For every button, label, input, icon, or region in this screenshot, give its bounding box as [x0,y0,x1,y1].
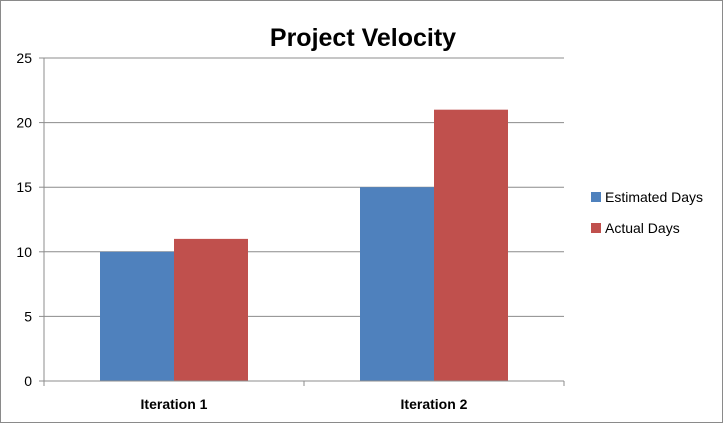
x-category-label: Iteration 2 [401,396,468,412]
bar [100,251,174,381]
y-tick-label: 15 [16,179,32,195]
y-tick-label: 10 [16,244,32,260]
legend-swatch [591,223,601,233]
x-category-label: Iteration 1 [141,396,208,412]
bar [360,187,434,381]
legend-swatch [591,192,601,202]
chart-title: Project Velocity [270,24,456,52]
y-tick-label: 5 [24,308,32,324]
bar [174,238,248,381]
y-tick-label: 20 [16,115,32,131]
legend-label: Actual Days [605,220,680,236]
bar [434,109,508,382]
legend: Estimated Days Actual Days [591,189,703,236]
legend-label: Estimated Days [605,189,703,205]
y-tick-label: 25 [16,50,32,66]
bars [100,109,508,382]
axes: 0 5 10 15 20 25 Iteration 1 Iteration 2 [16,50,565,412]
y-tick-label: 0 [24,373,32,389]
